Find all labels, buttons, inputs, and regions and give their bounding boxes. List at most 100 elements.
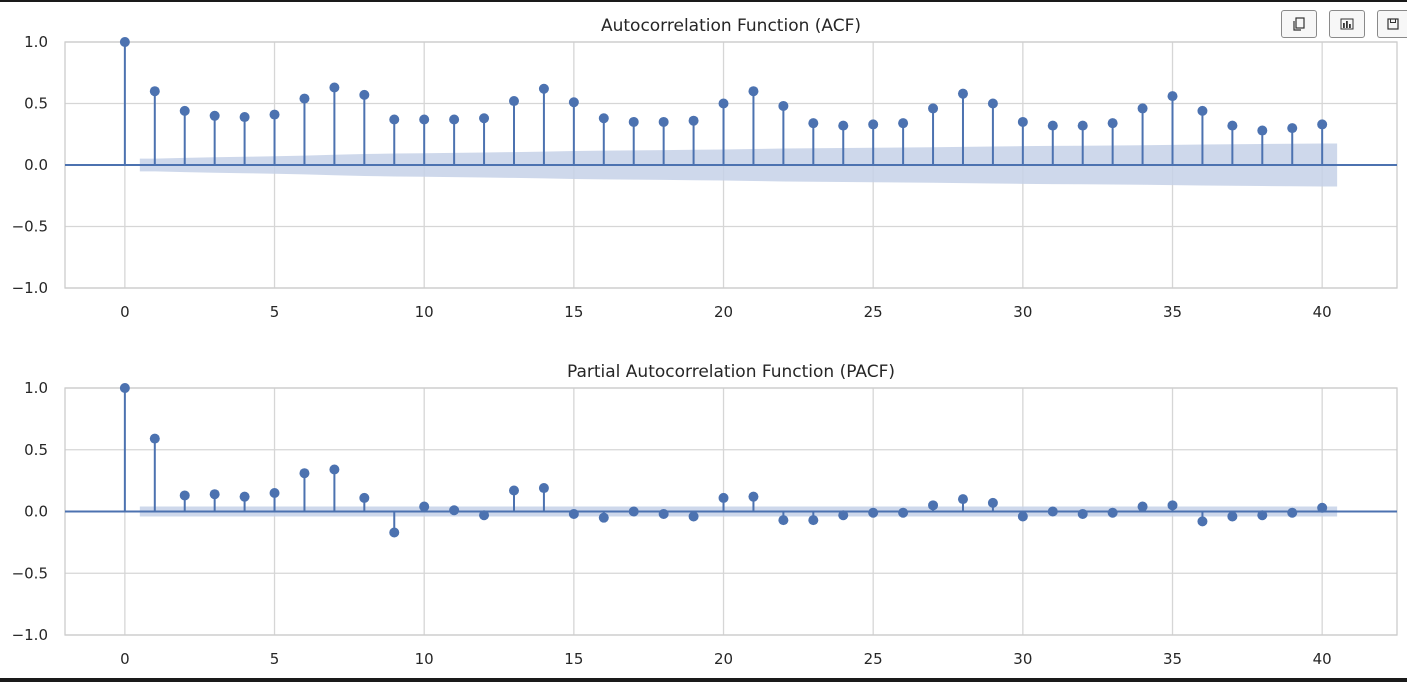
x-tick-label: 10 [415,303,434,321]
acf-panel: 0 5 10 15 20 25 30 35 40 −1.0 −0.5 0.0 0.5 1.0 Autocor… [12,16,1398,321]
stem-marker [598,512,609,523]
save-button[interactable] [1377,10,1407,38]
x-tick-label: 35 [1163,650,1182,668]
stem-marker [359,492,370,503]
stem-marker [329,464,340,475]
x-tick-label: 30 [1013,650,1032,668]
stem-marker [568,97,579,108]
x-tick-label: 35 [1163,303,1182,321]
stem-marker [1077,508,1088,519]
stem-marker [508,96,519,107]
stem-marker [957,88,968,99]
stem-marker [778,100,789,111]
x-tick-label: 20 [714,303,733,321]
stem-marker [209,489,220,500]
stem-marker [658,508,669,519]
stem-marker [808,515,819,526]
stem-marker [479,113,490,124]
stem-marker [928,500,939,511]
stem-marker [1227,511,1238,522]
stem-marker [389,114,400,125]
stem-marker [149,433,160,444]
stem-marker [389,527,400,538]
x-tick-label: 0 [120,303,130,321]
chart-title: Partial Autocorrelation Function (PACF) [567,362,895,382]
stem-marker [419,114,430,125]
stem-marker [1197,105,1208,116]
pacf-panel: 0 5 10 15 20 25 30 35 40 −1.0 −0.5 0.0 0.5 1.0 Partial… [12,362,1398,668]
stem-marker [269,487,280,498]
x-tick-label: 40 [1313,303,1332,321]
stem-marker [299,93,310,104]
y-tick-label: 0.0 [24,156,48,174]
stem-marker [1167,91,1178,102]
stem-marker [1137,501,1148,512]
chart-button[interactable] [1329,10,1365,38]
stem-marker [1287,123,1298,134]
stem-marker [1317,119,1328,130]
stem-marker [179,105,190,116]
x-tick-label: 5 [270,303,280,321]
stem-marker [538,483,549,494]
stem-marker [1227,120,1238,131]
stem-marker [1107,507,1118,518]
stem-marker [149,86,160,97]
x-tick-label: 5 [270,650,280,668]
stem-marker [957,494,968,505]
stem-marker [598,113,609,124]
copy-icon [1293,17,1305,31]
stem-marker [1197,516,1208,527]
stem-marker [1257,125,1268,136]
copy-button[interactable] [1281,10,1317,38]
stem-marker [1107,118,1118,129]
stem-marker [1137,103,1148,114]
y-tick-label: 1.0 [24,33,48,51]
y-tick-label: −1.0 [12,626,48,644]
stem-marker [838,120,849,131]
stem-marker [838,510,849,521]
y-tick-label: −0.5 [12,564,48,582]
stem-marker [778,515,789,526]
x-tick-label: 25 [864,303,883,321]
stem-marker [688,511,699,522]
x-tick-label: 15 [564,650,583,668]
stem-marker [449,114,460,125]
stem-marker [239,491,250,502]
stem-marker [718,492,729,503]
stem-marker [987,497,998,508]
stem-marker [1047,506,1058,517]
stem-marker [239,112,250,123]
stem-marker [269,109,280,120]
stem-marker [479,510,490,521]
stem-marker [628,116,639,127]
stem-marker [1317,502,1328,513]
y-tick-label: 0.0 [24,503,48,521]
y-tick-label: 1.0 [24,379,48,397]
stem-marker [449,505,460,516]
stem-marker [1167,500,1178,511]
y-tick-label: −1.0 [12,279,48,297]
stem-marker [808,118,819,129]
y-tick-label: 0.5 [24,95,48,113]
stem-marker [329,82,340,93]
figure-toolbar [1281,10,1407,38]
x-tick-label: 30 [1013,303,1032,321]
stem-marker [299,468,310,479]
stem-marker [119,37,130,47]
x-tick-label: 25 [864,650,883,668]
stem-marker [1047,120,1058,131]
stem-marker [718,98,729,109]
stem-marker [359,89,370,100]
stem-marker [1257,510,1268,521]
stem-marker [748,491,759,502]
stem-marker [628,506,639,517]
stem-marker [209,110,220,121]
save-icon [1386,18,1399,30]
stem-marker [419,501,430,512]
stem-marker [1287,507,1298,518]
stem-marker [898,507,909,518]
stem-marker [538,83,549,94]
y-tick-label: 0.5 [24,441,48,459]
bar-chart-icon [1340,18,1354,30]
